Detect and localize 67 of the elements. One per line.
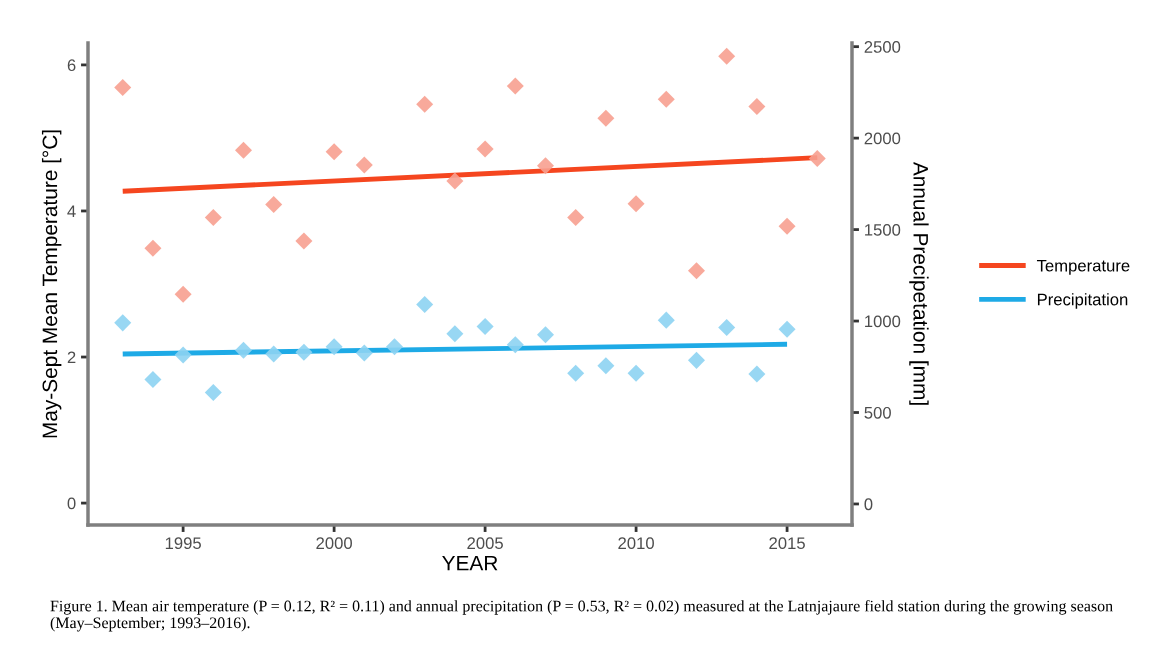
y2-tick-label: 1500 (865, 223, 901, 236)
point (567, 364, 585, 382)
point (114, 314, 132, 332)
x-tick-label: 2015 (769, 537, 805, 550)
point (325, 338, 343, 356)
point (386, 338, 404, 356)
caption: Figure 1. Mean air temperature (P = 0.12, R² = 0.11) and annual precipitation (P = 0.53, R² = 0.02) measured at the Latnjajaure field station during the growing season (May–September; 1993–2016). (50, 600, 1113, 632)
point (446, 325, 464, 343)
point (144, 239, 162, 257)
legend-label: Temperature (1036, 259, 1130, 275)
point (174, 346, 192, 364)
x-tick-label: 1995 (165, 537, 201, 550)
point (144, 371, 162, 389)
point (416, 95, 434, 113)
y2-tick-label: 2000 (864, 132, 901, 145)
point (235, 141, 253, 159)
point (446, 172, 464, 190)
y-tick-label: 0 (67, 497, 76, 510)
point (204, 209, 222, 227)
y2-tick-label: 0 (864, 498, 873, 511)
point (597, 109, 615, 127)
point (567, 209, 585, 227)
point (355, 156, 373, 174)
point (687, 351, 705, 369)
point (748, 365, 766, 383)
point (295, 232, 313, 250)
point (657, 311, 675, 329)
point (355, 344, 373, 362)
point (687, 262, 705, 280)
legend-label: Precipitation (1037, 293, 1128, 309)
point (778, 320, 796, 338)
point (295, 343, 313, 361)
x-tick-label: 2000 (316, 537, 352, 550)
point (416, 296, 434, 314)
point (265, 345, 283, 363)
point (718, 47, 736, 65)
y2-tick-label: 500 (864, 406, 891, 419)
point (627, 364, 645, 382)
y2-tick-label: 2500 (864, 41, 901, 53)
point (476, 318, 494, 336)
y2-axis-title: Annual Precipetation [mm] (909, 161, 929, 405)
y-tick-label: 4 (67, 205, 76, 218)
y-axis-title: May-Sept Mean Temperature [°C] (41, 130, 62, 438)
x-tick-label: 2005 (467, 537, 503, 550)
point (718, 318, 736, 336)
point (536, 326, 554, 344)
point (506, 77, 524, 95)
point (597, 357, 615, 375)
point (114, 79, 132, 97)
point (748, 98, 766, 116)
point (657, 90, 675, 108)
point (536, 157, 554, 175)
point (174, 285, 192, 303)
point (808, 149, 826, 167)
x-tick-label: 2010 (618, 537, 654, 550)
point (235, 341, 253, 359)
y2-tick-label: 1000 (865, 315, 901, 328)
point (778, 217, 796, 235)
point (325, 143, 343, 161)
point (627, 195, 645, 213)
y-tick-label: 6 (67, 59, 76, 72)
y-tick-label: 2 (67, 351, 76, 364)
point (265, 195, 283, 213)
x-axis-title: YEAR (442, 555, 498, 571)
point (204, 383, 222, 401)
point (476, 140, 494, 158)
point (506, 336, 524, 354)
